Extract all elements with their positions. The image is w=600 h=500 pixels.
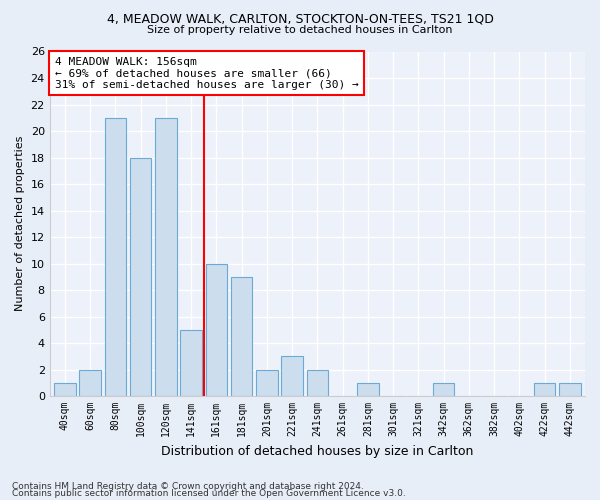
Text: 4, MEADOW WALK, CARLTON, STOCKTON-ON-TEES, TS21 1QD: 4, MEADOW WALK, CARLTON, STOCKTON-ON-TEE… bbox=[107, 12, 493, 26]
Bar bbox=[256, 370, 278, 396]
Bar bbox=[307, 370, 328, 396]
Text: Contains HM Land Registry data © Crown copyright and database right 2024.: Contains HM Land Registry data © Crown c… bbox=[12, 482, 364, 491]
Bar bbox=[155, 118, 176, 396]
Bar bbox=[559, 383, 581, 396]
Bar bbox=[54, 383, 76, 396]
Y-axis label: Number of detached properties: Number of detached properties bbox=[15, 136, 25, 312]
Bar bbox=[206, 264, 227, 396]
Text: Size of property relative to detached houses in Carlton: Size of property relative to detached ho… bbox=[147, 25, 453, 35]
Bar bbox=[281, 356, 303, 396]
Bar bbox=[433, 383, 454, 396]
Bar bbox=[130, 158, 151, 396]
Bar bbox=[357, 383, 379, 396]
Text: 4 MEADOW WALK: 156sqm
← 69% of detached houses are smaller (66)
31% of semi-deta: 4 MEADOW WALK: 156sqm ← 69% of detached … bbox=[55, 56, 359, 90]
Text: Contains public sector information licensed under the Open Government Licence v3: Contains public sector information licen… bbox=[12, 489, 406, 498]
Bar bbox=[104, 118, 126, 396]
Bar bbox=[79, 370, 101, 396]
Bar bbox=[231, 277, 253, 396]
Bar bbox=[181, 330, 202, 396]
Bar bbox=[534, 383, 556, 396]
X-axis label: Distribution of detached houses by size in Carlton: Distribution of detached houses by size … bbox=[161, 444, 473, 458]
